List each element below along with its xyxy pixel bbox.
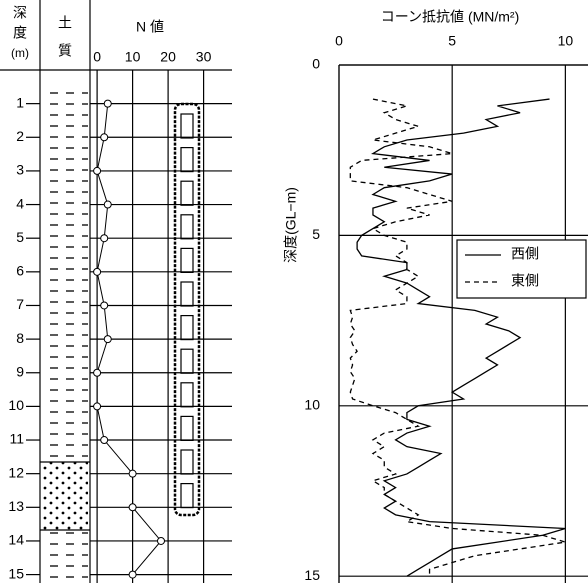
n-header: N 値 [136, 19, 164, 35]
n-point [101, 235, 108, 242]
pile-cell [181, 349, 193, 373]
y-tick-label: 2 [16, 128, 24, 144]
pile-cell [181, 282, 193, 306]
depth-header: 度 [13, 25, 27, 41]
pile-cell [181, 316, 193, 340]
pile [175, 104, 199, 515]
chart-title: コーン抵抗値 (MN/m²) [381, 9, 520, 25]
x-tick-label: 0 [93, 49, 101, 65]
legend-label: 東側 [511, 273, 539, 289]
y-tick-label: 7 [16, 296, 24, 312]
legend-label: 西側 [511, 246, 539, 262]
y-tick-label: 15 [8, 565, 24, 581]
x-tick-label: 30 [196, 49, 212, 65]
x-tick-label: 20 [160, 49, 176, 65]
pile-cell [181, 383, 193, 407]
depth-header: 深 [13, 5, 27, 21]
n-point [104, 100, 111, 107]
y-tick-label: 15 [304, 567, 320, 583]
x-tick-label: 5 [448, 33, 456, 49]
y-tick-label: 8 [16, 330, 24, 346]
y-tick-label: 13 [8, 498, 24, 514]
y-tick-label: 6 [16, 263, 24, 279]
x-tick-label: 0 [335, 33, 343, 49]
y-tick-label: 1 [16, 94, 24, 110]
y-tick-label: 10 [304, 396, 320, 412]
y-tick-label: 14 [8, 532, 24, 548]
n-point [104, 336, 111, 343]
profile-line [357, 99, 565, 576]
soil-header: 質 [58, 43, 72, 59]
y-tick-label: 5 [312, 226, 320, 242]
n-point [101, 134, 108, 141]
y-tick-label: 12 [8, 464, 24, 480]
y-tick-label: 11 [9, 431, 24, 447]
n-point [129, 504, 136, 511]
n-point [101, 302, 108, 309]
n-point [101, 437, 108, 444]
pile-cell [181, 181, 193, 205]
pile-cell [181, 450, 193, 474]
clay-layer [43, 530, 88, 583]
n-point [94, 268, 101, 275]
pile-cell [181, 114, 193, 138]
y-tick-label: 10 [8, 397, 24, 413]
pile-cell [181, 248, 193, 272]
x-tick-label: 10 [558, 33, 574, 49]
y-tick-label: 9 [16, 363, 24, 379]
y-tick-label: 4 [16, 195, 24, 211]
n-point [129, 470, 136, 477]
sand-layer [43, 462, 88, 530]
y-axis-label: 深度(GL−m) [283, 187, 299, 263]
n-point [94, 167, 101, 174]
n-point [104, 201, 111, 208]
pile-cell [181, 215, 193, 239]
soil-header: 土 [58, 15, 72, 31]
pile-cell [181, 484, 193, 508]
profile-line [350, 99, 565, 576]
x-tick-label: 10 [125, 49, 141, 65]
y-tick-label: 3 [16, 162, 24, 178]
clay-layer [43, 88, 88, 462]
y-tick-label: 0 [312, 56, 320, 72]
pile-cell [181, 416, 193, 440]
n-point [158, 537, 165, 544]
n-point [94, 403, 101, 410]
n-point [129, 571, 136, 578]
pile-cell [181, 148, 193, 172]
y-tick-label: 5 [16, 229, 24, 245]
depth-header: (m) [11, 46, 29, 60]
figure: 深 度 (m) 土 質 N 値 コーン抵抗値 (MN/m²) 深度(GL−m) … [0, 0, 588, 583]
n-point [94, 369, 101, 376]
